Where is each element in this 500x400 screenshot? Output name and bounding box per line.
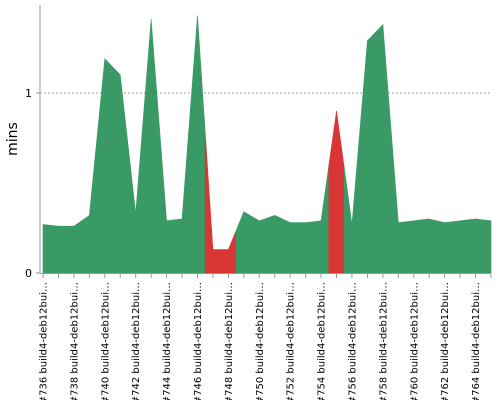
- x-tick-label: #736 build4-deb12bui…: [39, 282, 50, 400]
- duration-area-segment: [258, 214, 276, 274]
- duration-area-segment: [459, 218, 476, 274]
- duration-area-segment: [274, 214, 291, 274]
- axes: [39, 5, 491, 274]
- duration-area-segment: [150, 19, 167, 274]
- duration-area-segment: [104, 58, 121, 274]
- duration-areas: [42, 15, 492, 274]
- y-tick-label: 1: [25, 87, 32, 100]
- duration-area-segment: [166, 218, 183, 274]
- x-tick-label: #748 build4-deb12bui…: [224, 282, 235, 400]
- duration-area-segment: [305, 220, 322, 274]
- duration-area-segment: [73, 214, 90, 274]
- y-axis-title: mins: [5, 122, 21, 156]
- duration-area-segment: [58, 225, 75, 274]
- duration-area-segment: [204, 132, 214, 274]
- x-tick-label: #740 build4-deb12bui…: [100, 282, 111, 400]
- duration-area-segment: [475, 218, 492, 274]
- duration-area-segment: [212, 249, 229, 274]
- duration-area-segment: [367, 23, 384, 274]
- duration-area-segment: [428, 218, 445, 274]
- duration-area-segment: [243, 211, 260, 274]
- duration-area-segment: [351, 40, 368, 274]
- duration-area-segment: [382, 24, 399, 274]
- x-tick-label: #762 build4-deb12bui…: [440, 282, 451, 400]
- duration-area-segment: [444, 220, 461, 274]
- x-tick-label: #754 build4-deb12bui…: [317, 282, 328, 400]
- y-tick-label: 0: [25, 267, 32, 280]
- duration-area-segment: [89, 58, 106, 274]
- duration-area-segment: [197, 15, 206, 274]
- x-tick-label: #742 build4-deb12bui…: [131, 282, 142, 400]
- duration-area-segment: [289, 222, 306, 274]
- x-tick-label: #752 build4-deb12bui…: [286, 282, 297, 400]
- x-tick-label: #758 build4-deb12bui…: [378, 282, 389, 400]
- duration-area-segment: [235, 211, 245, 274]
- y-ticks: 01: [25, 87, 40, 280]
- x-tick-label: #750 build4-deb12bui…: [255, 282, 266, 400]
- duration-area-segment: [320, 165, 330, 274]
- duration-area-segment: [228, 230, 237, 274]
- x-tick-label: #756 build4-deb12bui…: [347, 282, 358, 400]
- duration-area-segment: [42, 224, 59, 274]
- x-tick-label: #764 build4-deb12bui…: [471, 282, 482, 400]
- duration-area-segment: [181, 15, 198, 274]
- duration-area-segment: [328, 110, 337, 274]
- duration-area-segment: [119, 74, 136, 274]
- x-tick-label: #760 build4-deb12bui…: [409, 282, 420, 400]
- duration-area-segment: [336, 110, 345, 274]
- x-ticks: #736 build4-deb12bui… #738 build4-deb12bu…: [39, 274, 492, 400]
- duration-area-segment: [398, 220, 415, 274]
- duration-area-segment: [343, 167, 353, 274]
- x-tick-label: #738 build4-deb12bui…: [69, 282, 80, 400]
- duration-area-segment: [413, 218, 430, 274]
- x-tick-label: #744 build4-deb12bui…: [162, 282, 173, 400]
- duration-area-segment: [135, 19, 152, 274]
- x-tick-label: #746 build4-deb12bui…: [193, 282, 204, 400]
